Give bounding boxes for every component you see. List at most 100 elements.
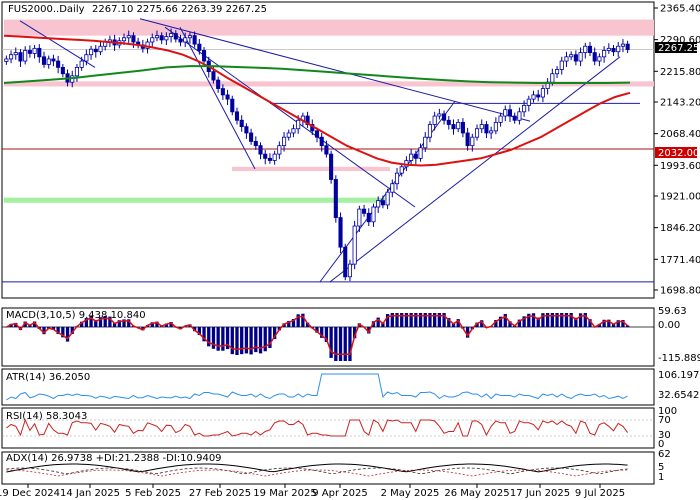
trendline-3 [164,26,416,208]
macd-histogram-bar [221,327,225,351]
candle-body [150,37,155,43]
candle-body [602,50,607,58]
candle-body [324,145,329,155]
macd-histogram-bar [296,314,300,327]
candle-body [437,113,442,117]
candle-body [540,88,545,98]
candle-body [27,50,32,54]
candle-body [366,212,371,223]
rsi-line [6,418,629,437]
candle-body [409,153,414,161]
candle-body [263,153,268,159]
candle-body [536,94,541,98]
macd-histogram-bar [329,327,333,358]
candle-body [442,113,447,121]
zone-pink [4,81,654,87]
macd-histogram-bar [254,327,258,353]
ma-green-line [3,65,631,84]
macd-histogram-bar [527,313,531,327]
macd-histogram-bar [371,321,376,327]
macd-histogram-bar [211,327,216,349]
x-tick-label: 19 Dec 2024 [0,488,60,499]
zone-green [4,197,385,203]
candle-body [169,33,174,37]
candle-body [413,153,418,159]
macd-histogram-bar [202,327,206,342]
ohlc-readout: 2267.10 2275.66 2263.39 2267.25 [92,4,267,15]
candle-body [159,35,164,41]
adx-main-line [6,463,628,473]
candle-body [371,206,376,223]
adx-panel: 62 51 [6,449,671,483]
macd-histogram-bar [301,313,305,327]
last-price-tag: 2267.25 [658,43,699,54]
macd-histogram-bar [169,322,173,327]
x-tick-label: 9 Apr 2025 [312,488,367,499]
macd-histogram-bar [117,320,121,327]
candle-body [98,45,103,53]
candle-body [187,35,192,39]
candle-body [522,105,527,113]
candle-body [333,179,338,218]
price-zones [2,19,654,283]
candle-body [517,111,522,121]
candle-body [451,124,456,130]
candle-body [13,52,18,56]
macd-histogram-bar [164,323,169,327]
candle-body [456,121,461,130]
candle-body [569,54,574,58]
x-tick-label: 19 Mar 2025 [253,488,316,499]
macd-histogram-bar [395,313,399,327]
candle-body [164,36,169,41]
macd-histogram-bar [84,318,89,327]
candle-body [225,94,230,100]
macd-histogram-bar [272,327,277,340]
candle-body [347,263,352,278]
candle-body [201,50,207,62]
macd-histogram-bar [508,321,512,327]
candle-body [625,43,630,51]
candle-body [616,45,621,53]
candle-body [220,88,225,96]
macd-histogram-bar [56,327,60,335]
macd-histogram-bar [287,320,291,327]
macd-histogram-bar [230,327,234,355]
candle-body [249,132,254,142]
candle-body [74,66,80,77]
candle-body [32,47,37,54]
macd-histogram-bar [348,327,352,361]
macd-histogram-bar [447,318,451,327]
macd-histogram-bar [240,327,244,355]
zone-pink [232,166,390,172]
chart-title: FUS2000..Daily [8,4,85,15]
ma-red-line [3,34,631,167]
candle-body [296,119,301,130]
adx-label: ADX(14) 26.9738 +DI:21.2388 -DI:10.9409 [6,453,222,464]
macd-histogram-bar [541,313,545,327]
trendline-5 [179,26,256,170]
candle-body [197,43,202,51]
candle-body [89,48,94,56]
macd-histogram-bar [625,325,630,327]
macd-histogram-bar [155,321,159,327]
macd-histogram-bar [103,316,107,327]
macd-tick-label: 59.63 [658,306,687,317]
macd-histogram-bar [560,313,564,327]
macd-histogram-bar [89,315,93,327]
macd-histogram-bar [531,313,536,327]
level-tag: 2032.00 [658,148,699,159]
adx-tick-label: 62 [658,449,671,460]
candle-body [587,45,593,53]
macd-label: MACD(3,10,5) 9.438 10.840 [6,310,146,321]
candle-body [573,54,578,62]
macd-histogram-bar [597,323,602,327]
macd-histogram-bar [51,327,56,330]
macd-histogram-bar [569,313,573,327]
candle-body [154,35,160,39]
candle-body [498,115,503,123]
macd-histogram-bar [4,327,9,328]
trendline-1 [19,20,96,68]
macd-histogram-bar [423,313,427,327]
y-tick-label: 1771.40 [660,255,700,266]
macd-histogram-bar [555,313,559,327]
